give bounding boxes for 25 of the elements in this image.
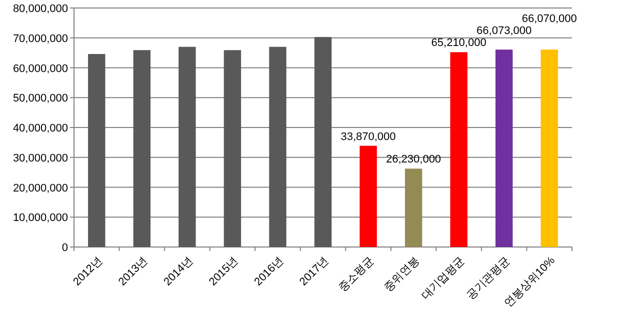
bar [314, 36, 332, 247]
bar [540, 50, 558, 247]
bar [360, 146, 377, 247]
y-tick-label: 0 [62, 242, 68, 254]
data-label: 66,070,000 [522, 13, 577, 26]
bar [88, 54, 106, 247]
bar [133, 50, 151, 247]
bar [224, 50, 242, 247]
y-tick-label: 30,000,000 [12, 152, 68, 164]
y-tick-label: 40,000,000 [12, 122, 68, 134]
y-tick-label: 20,000,000 [12, 182, 68, 194]
data-label: 65,210,000 [431, 37, 486, 50]
bar [450, 52, 468, 247]
y-tick-label: 80,000,000 [12, 3, 68, 15]
data-label: 66,073,000 [476, 25, 532, 38]
data-label: 26,230,000 [386, 154, 442, 166]
bar [495, 50, 513, 247]
bar [269, 46, 286, 247]
y-tick-label: 10,000,000 [12, 212, 68, 224]
y-tick-label: 70,000,000 [12, 32, 68, 45]
y-tick-label: 50,000,000 [12, 92, 68, 105]
y-tick-label: 60,000,000 [12, 62, 68, 75]
bar [404, 168, 422, 247]
data-label: 33,870,000 [340, 130, 396, 143]
bar [178, 46, 196, 247]
